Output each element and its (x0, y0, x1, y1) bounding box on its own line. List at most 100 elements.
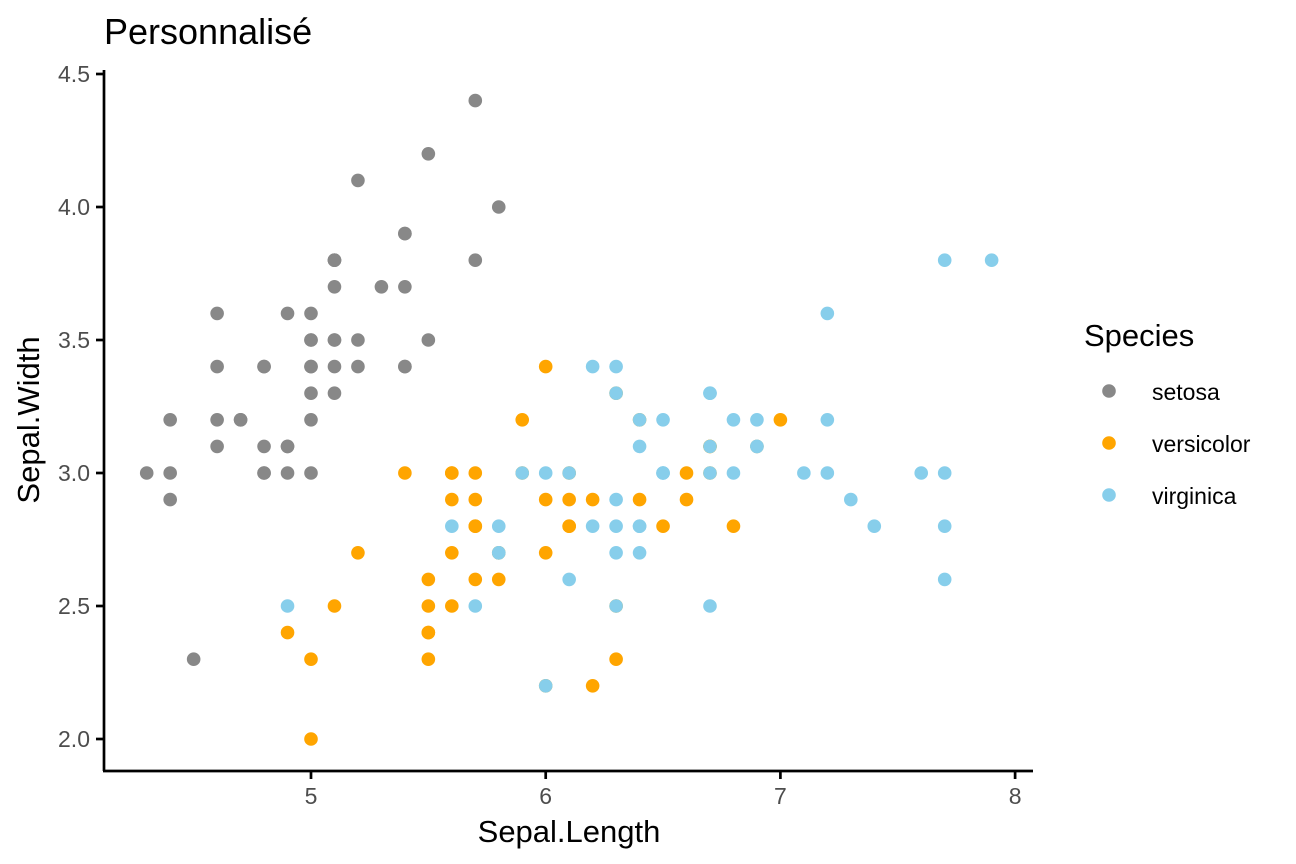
data-point-versicolor (679, 466, 694, 480)
data-point-setosa (210, 439, 224, 454)
data-point-setosa (327, 359, 342, 374)
series-setosa (139, 93, 506, 666)
legend-key-setosa (1102, 384, 1116, 398)
data-point-setosa (374, 280, 389, 294)
data-point-setosa (304, 413, 318, 427)
data-point-virginica (937, 253, 952, 267)
data-point-versicolor (585, 492, 600, 507)
data-point-virginica (703, 599, 717, 613)
chart-title: Personnalisé (104, 11, 312, 52)
data-point-setosa (139, 466, 154, 480)
data-point-setosa (351, 359, 365, 374)
data-point-versicolor (515, 413, 530, 427)
data-point-versicolor (562, 519, 576, 533)
data-point-virginica (609, 492, 623, 507)
legend-label-versicolor: versicolor (1152, 431, 1251, 457)
data-point-virginica (468, 599, 483, 613)
y-tick-label: 4.5 (58, 61, 90, 87)
legend-key-virginica (1102, 488, 1116, 502)
series-virginica (280, 253, 999, 693)
data-point-virginica (984, 253, 999, 267)
x-tick-label: 6 (539, 783, 552, 809)
data-point-virginica (632, 439, 647, 454)
data-point-setosa (421, 333, 436, 347)
data-point-setosa (421, 147, 436, 161)
data-point-virginica (609, 359, 623, 374)
data-point-versicolor (351, 546, 365, 560)
y-tick-label: 3.0 (58, 460, 90, 486)
data-point-setosa (210, 359, 224, 374)
data-point-virginica (562, 572, 576, 587)
data-point-virginica (515, 466, 530, 480)
data-point-virginica (914, 466, 929, 480)
data-point-versicolor (468, 572, 483, 587)
data-point-versicolor (421, 572, 436, 587)
data-point-virginica (585, 359, 600, 374)
data-point-versicolor (468, 466, 483, 480)
x-tick-label: 7 (774, 783, 787, 809)
data-point-setosa (257, 359, 271, 374)
y-axis-ticks: 2.0 2.5 3.0 3.5 4.0 4.5 (58, 61, 104, 752)
data-point-versicolor (445, 599, 459, 613)
data-point-versicolor (304, 652, 318, 666)
data-point-versicolor (421, 625, 436, 640)
data-point-virginica (820, 466, 835, 480)
data-point-setosa (327, 333, 342, 347)
data-point-versicolor (538, 546, 553, 560)
data-point-setosa (304, 466, 318, 480)
x-axis-title: Sepal.Length (478, 814, 661, 849)
x-axis-ticks: 5 6 7 8 (305, 771, 1021, 809)
data-point-versicolor (632, 492, 647, 507)
data-point-versicolor (327, 599, 342, 613)
data-point-versicolor (562, 492, 576, 507)
x-tick-label: 5 (305, 783, 318, 809)
data-point-versicolor (421, 652, 436, 666)
data-point-virginica (750, 413, 764, 427)
data-point-setosa (304, 386, 318, 401)
data-point-virginica (609, 386, 623, 401)
legend-label-setosa: setosa (1152, 379, 1220, 405)
y-tick-label: 2.0 (58, 726, 90, 752)
data-point-setosa (351, 173, 365, 188)
data-point-versicolor (398, 466, 412, 480)
data-point-virginica (703, 466, 717, 480)
data-point-virginica (491, 546, 506, 560)
legend-title: Species (1084, 318, 1194, 353)
data-point-versicolor (726, 519, 741, 533)
data-point-versicolor (609, 652, 623, 666)
data-point-virginica (820, 306, 835, 321)
data-point-virginica (820, 413, 835, 427)
data-point-virginica (280, 599, 295, 613)
data-point-setosa (186, 652, 201, 666)
data-point-versicolor (679, 492, 694, 507)
data-point-virginica (656, 466, 670, 480)
legend: Species setosa versicolor virginica (1084, 318, 1251, 509)
data-point-setosa (351, 333, 365, 347)
data-point-virginica (632, 519, 647, 533)
data-point-virginica (491, 519, 506, 533)
data-point-setosa (398, 280, 412, 294)
data-point-virginica (937, 519, 952, 533)
data-point-virginica (609, 599, 623, 613)
data-point-setosa (280, 306, 295, 321)
data-point-versicolor (656, 519, 670, 533)
data-point-versicolor (280, 625, 295, 640)
data-point-virginica (609, 546, 623, 560)
data-point-setosa (163, 492, 177, 507)
data-point-virginica (632, 546, 647, 560)
data-point-versicolor (538, 359, 553, 374)
y-tick-label: 2.5 (58, 593, 90, 619)
data-point-setosa (257, 439, 271, 454)
data-point-versicolor (773, 413, 788, 427)
legend-label-virginica: virginica (1152, 483, 1237, 509)
data-point-virginica (632, 413, 647, 427)
data-point-setosa (163, 466, 177, 480)
data-point-versicolor (445, 546, 459, 560)
data-point-virginica (867, 519, 882, 533)
data-point-setosa (257, 466, 271, 480)
data-point-setosa (327, 280, 342, 294)
data-point-setosa (304, 333, 318, 347)
data-point-virginica (726, 466, 741, 480)
y-tick-label: 3.5 (58, 327, 90, 353)
